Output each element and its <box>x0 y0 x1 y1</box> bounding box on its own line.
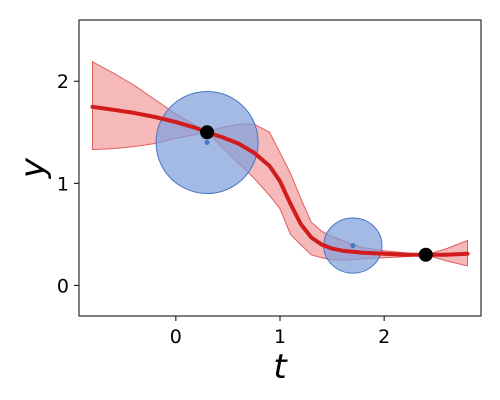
y-tick-label: 2 <box>57 71 69 93</box>
ellipse-center-2 <box>350 243 356 249</box>
x-ticks: 0 1 2 <box>170 316 390 348</box>
line-layer <box>90 104 470 257</box>
x-tick-label: 0 <box>170 326 182 348</box>
confidence-band <box>92 60 468 267</box>
x-axis-label: t <box>273 347 288 387</box>
observed-point-1 <box>200 125 215 140</box>
x-tick-label: 1 <box>274 326 286 348</box>
ellipse-center-1 <box>204 139 210 145</box>
ellipse-layer <box>155 90 383 274</box>
observed-point-2 <box>418 247 433 262</box>
mean-curve <box>90 104 470 257</box>
y-tick-label: 1 <box>57 173 69 195</box>
plot-area <box>90 60 470 274</box>
y-tick-label: 0 <box>57 275 69 297</box>
y-axis-label: y <box>13 157 53 179</box>
x-tick-label: 2 <box>378 326 390 348</box>
point-layer <box>200 125 433 262</box>
y-ticks: 0 1 2 <box>57 71 79 297</box>
band-layer <box>92 60 468 267</box>
